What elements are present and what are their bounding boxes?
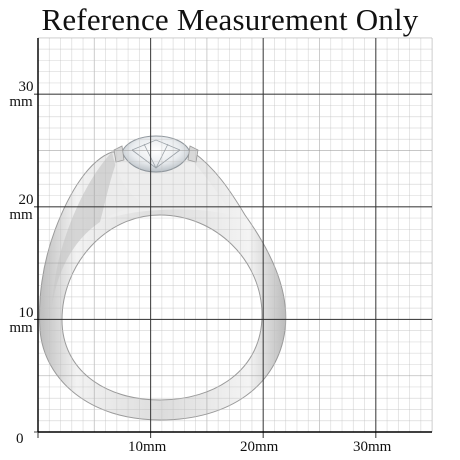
x-label-20mm: 20mm xyxy=(240,439,279,455)
page-title: Reference Measurement Only xyxy=(41,2,419,37)
major-grid-overlay xyxy=(34,38,432,438)
minor-grid-overlay xyxy=(38,37,433,432)
x-label-30mm: 30mm xyxy=(353,439,392,455)
y-label-20: 20 mm xyxy=(9,192,34,223)
y-label-0: 0 xyxy=(16,431,24,447)
y-label-30: 30 mm xyxy=(9,79,34,110)
x-label-10mm: 10mm xyxy=(128,439,167,455)
ring-illustration xyxy=(39,135,287,421)
ring-top-highlight xyxy=(100,158,232,222)
y-label-10: 10 mm xyxy=(9,305,34,336)
